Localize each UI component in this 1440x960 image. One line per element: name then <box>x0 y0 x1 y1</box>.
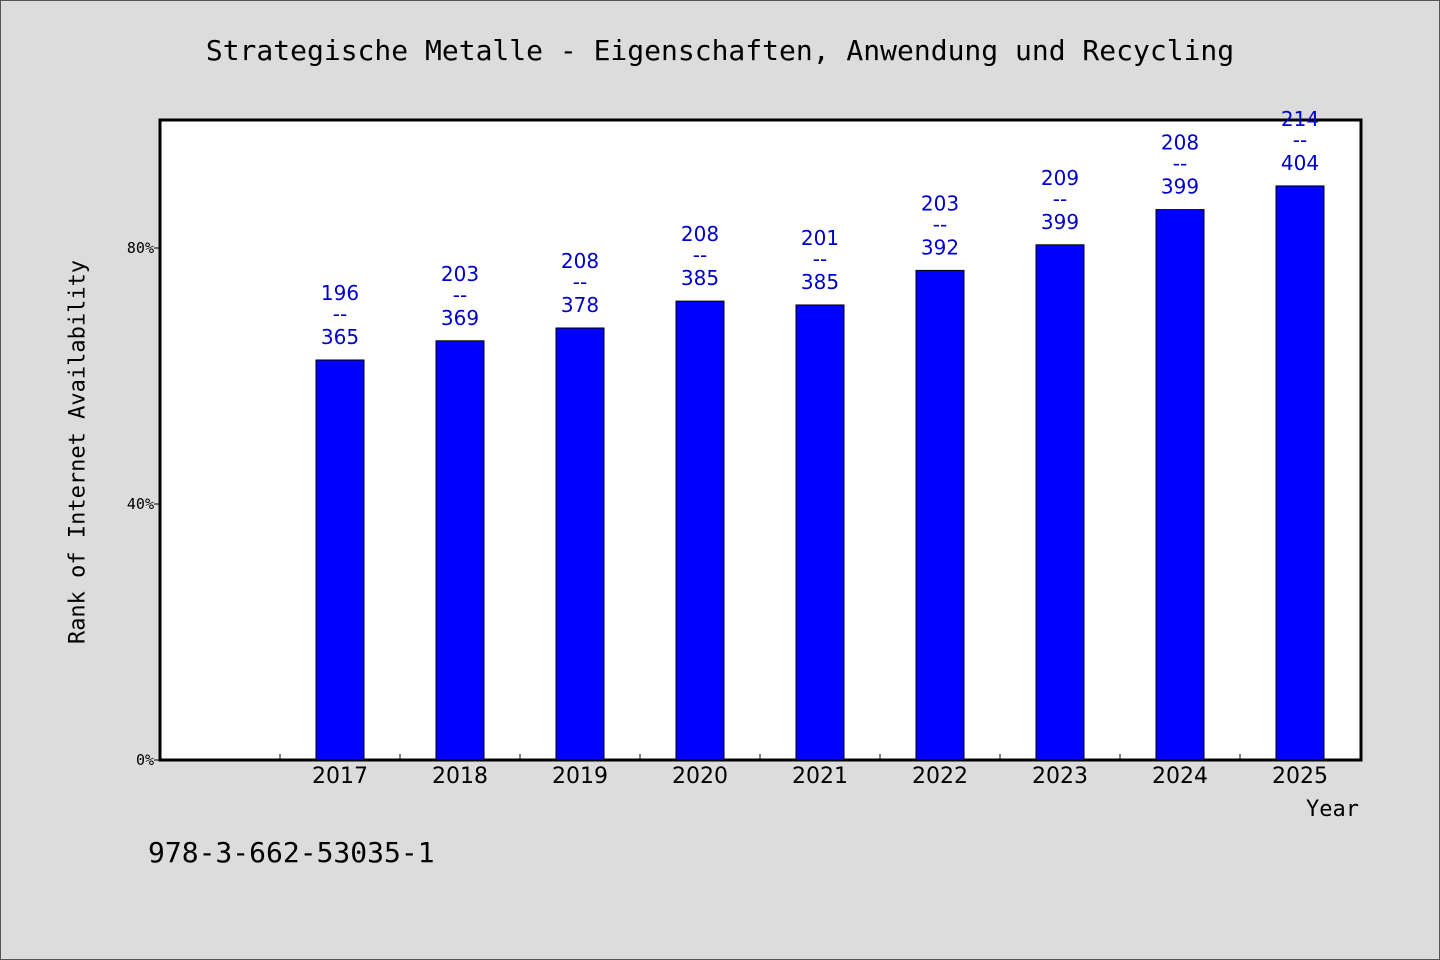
bar <box>435 340 485 761</box>
bar-data-label: 203 <box>921 191 959 215</box>
bar-data-label: 399 <box>1041 210 1079 234</box>
chart-title: Strategische Metalle - Eigenschaften, An… <box>205 34 1235 67</box>
bar-data-label: 196 <box>321 281 359 305</box>
bar <box>915 269 965 761</box>
bar <box>315 359 365 761</box>
bar <box>1275 185 1325 761</box>
bar <box>1035 244 1085 761</box>
bar-data-label: 201 <box>801 226 839 250</box>
x-tick-label: 2025 <box>1272 764 1328 789</box>
bar-data-label: -- <box>1053 187 1067 211</box>
bar-data-label: -- <box>1173 152 1187 176</box>
bar-data-label: 209 <box>1041 166 1079 190</box>
x-tick-label: 2021 <box>792 764 848 789</box>
bar <box>555 327 605 761</box>
bar-data-label: 392 <box>921 235 959 259</box>
bar <box>675 300 725 761</box>
bar-data-label: 208 <box>1161 131 1199 155</box>
x-axis-label: Year <box>1306 797 1359 822</box>
y-tick-label: 0% <box>136 751 154 769</box>
bar-data-label: 214 <box>1281 107 1319 131</box>
bar <box>1155 209 1205 761</box>
bar-data-label: 404 <box>1281 151 1319 175</box>
bar-data-label: 365 <box>321 325 359 349</box>
bar-data-label: -- <box>693 243 707 267</box>
y-tick-label: 80% <box>127 239 154 257</box>
x-tick-label: 2022 <box>912 764 968 789</box>
bar-data-label: 203 <box>441 262 479 286</box>
bar-data-label: -- <box>813 247 827 271</box>
bar-data-label: 385 <box>801 270 839 294</box>
x-tick-label: 2019 <box>552 764 608 789</box>
bar-data-label: 378 <box>561 293 599 317</box>
x-tick-label: 2017 <box>312 764 368 789</box>
x-tick-label: 2018 <box>432 764 488 789</box>
y-tick-label: 40% <box>127 495 154 513</box>
bar-data-label: -- <box>573 270 587 294</box>
bar-data-label: -- <box>453 283 467 307</box>
x-tick-label: 2023 <box>1032 764 1088 789</box>
bar-data-label: -- <box>333 302 347 326</box>
bar-data-label: 399 <box>1161 175 1199 199</box>
bar-data-label: -- <box>1293 128 1307 152</box>
bar-data-label: 208 <box>561 249 599 273</box>
bar <box>795 304 845 761</box>
bar-data-label: 369 <box>441 306 479 330</box>
x-tick-label: 2024 <box>1152 764 1208 789</box>
bar-data-label: 385 <box>681 266 719 290</box>
isbn-text: 978-3-662-53035-1 <box>148 836 435 869</box>
bar-data-label: 208 <box>681 222 719 246</box>
bar-data-label: -- <box>933 212 947 236</box>
x-tick-label: 2020 <box>672 764 728 789</box>
